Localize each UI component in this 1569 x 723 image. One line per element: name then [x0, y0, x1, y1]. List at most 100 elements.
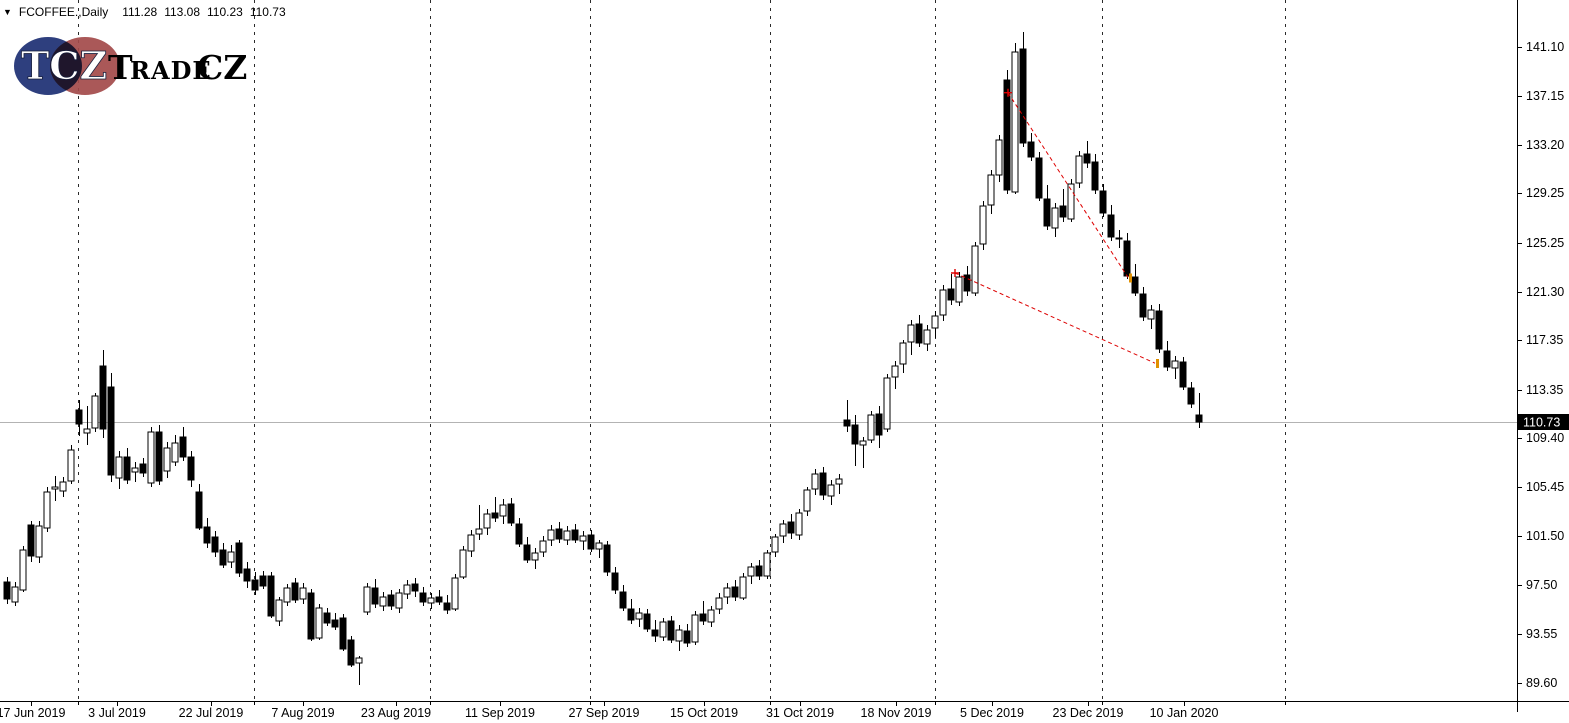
date-axis-label: 27 Sep 2019 — [569, 706, 640, 720]
candle-body — [651, 629, 659, 637]
candle-body — [1019, 48, 1027, 144]
trendline-end-marker — [1156, 359, 1159, 369]
candle-body — [715, 597, 723, 610]
candle-body — [995, 139, 1003, 176]
candle-body — [963, 274, 971, 292]
candle-body — [851, 424, 859, 445]
candle-body — [403, 584, 411, 595]
candle-body — [899, 342, 907, 365]
candle-body — [131, 467, 139, 473]
candle-body — [1027, 141, 1035, 158]
candle-body — [435, 596, 443, 603]
symbol-period-label: FCOFFEE.,Daily — [18, 5, 109, 19]
candle-body — [1163, 350, 1171, 368]
price-axis-label: 93.55 — [1526, 627, 1557, 641]
candle-body — [363, 586, 371, 613]
candle-body — [683, 630, 691, 644]
date-axis-label: 10 Jan 2020 — [1150, 706, 1219, 720]
candle-body — [395, 592, 403, 609]
date-axis-label: 5 Dec 2019 — [960, 706, 1024, 720]
candle-body — [411, 583, 419, 592]
candle-body — [811, 473, 819, 490]
candle-body — [635, 612, 643, 620]
candle-body — [203, 526, 211, 544]
symbol-dropdown-icon[interactable]: ▼ — [3, 7, 12, 17]
candle-body — [355, 657, 363, 664]
date-axis-label: 7 Aug 2019 — [271, 706, 334, 720]
candle-body — [1147, 309, 1155, 320]
candle-body — [11, 586, 19, 603]
candle-body — [267, 575, 275, 617]
candle-body — [107, 386, 115, 476]
candle-body — [707, 609, 715, 623]
candle-body — [171, 442, 179, 463]
date-axis-label: 3 Jul 2019 — [88, 706, 146, 720]
candle-body — [1171, 360, 1179, 369]
price-axis-label: 113.35 — [1526, 383, 1563, 397]
trendline[interactable] — [1007, 92, 1129, 278]
candle-body — [547, 529, 555, 541]
logo-red-circle — [50, 37, 120, 95]
candle-body — [283, 587, 291, 603]
price-axis-label: 137.15 — [1526, 89, 1564, 103]
price-axis-label: 121.30 — [1526, 285, 1564, 299]
candle-body — [587, 534, 595, 550]
candle-body — [211, 536, 219, 553]
candle-body — [51, 486, 59, 490]
candle-body — [1083, 153, 1091, 164]
candle-body — [875, 413, 883, 436]
trendline[interactable] — [954, 272, 1156, 364]
date-axis-label: 23 Aug 2019 — [361, 706, 431, 720]
candle-body — [867, 414, 875, 441]
high-value: 113.08 — [164, 5, 200, 19]
candle-body — [923, 329, 931, 345]
candle-body — [747, 566, 755, 577]
candle-body — [955, 276, 963, 303]
candle-body — [667, 620, 675, 641]
candle-body — [299, 587, 307, 600]
trendline-start-cross — [1004, 88, 1012, 97]
candle-body — [763, 552, 771, 577]
candle-body — [35, 525, 43, 558]
candle-body — [643, 613, 651, 630]
price-axis-label: 117.35 — [1526, 333, 1563, 347]
candle-body — [691, 614, 699, 643]
logo-wordmark-lead: T — [108, 48, 133, 87]
close-value: 110.73 — [249, 5, 286, 19]
candle-body — [539, 540, 547, 553]
candle-body — [147, 431, 155, 484]
date-axis-label: 11 Sep 2019 — [465, 706, 535, 720]
chart-title-bar: ▼ FCOFFEE.,Daily 111.28 113.08 110.23 11… — [3, 4, 293, 20]
candle-body — [1051, 207, 1059, 229]
candle-body — [195, 491, 203, 529]
candle-body — [3, 581, 11, 600]
candle-body — [91, 395, 99, 429]
logo-monogram: TCZ — [21, 43, 107, 88]
candle-body — [27, 524, 35, 557]
candle-body — [1187, 387, 1195, 405]
candle-body — [1179, 361, 1187, 388]
candle-body — [571, 529, 579, 541]
candle-body — [1107, 214, 1115, 238]
candle-body — [483, 513, 491, 529]
tradecz-logo: TCZ T RADE CZ — [8, 34, 253, 105]
candle-body — [251, 579, 259, 591]
candle-body — [331, 619, 339, 628]
date-axis-label: 22 Jul 2019 — [179, 706, 244, 720]
candle-body — [819, 472, 827, 496]
candle-body — [907, 324, 915, 343]
price-axis-label: 125.25 — [1526, 236, 1564, 250]
price-axis-label: 129.25 — [1526, 186, 1564, 200]
candle-body — [163, 447, 171, 472]
candle-body — [627, 608, 635, 621]
candle-body — [491, 512, 499, 519]
candle-body — [59, 481, 67, 492]
candle-body — [387, 594, 395, 607]
candle-body — [675, 629, 683, 642]
candle-body — [419, 592, 427, 603]
candle-body — [67, 449, 75, 482]
candle-body — [947, 288, 955, 301]
candle-body — [555, 528, 563, 540]
